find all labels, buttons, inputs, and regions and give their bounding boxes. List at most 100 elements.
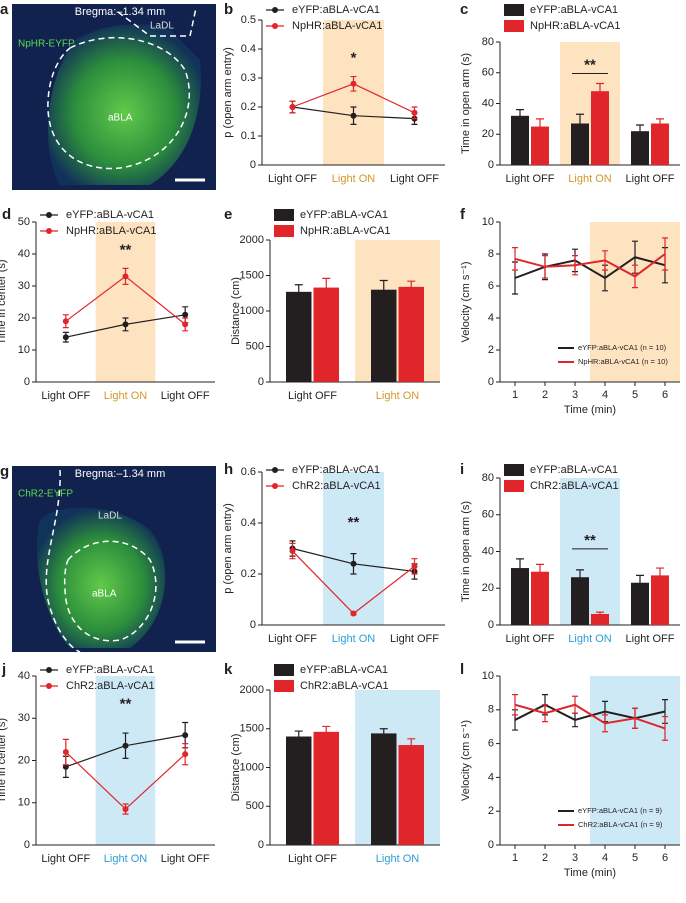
x-tick-label: 1 bbox=[512, 852, 518, 864]
image-title: Bregma:–1.34 mm bbox=[75, 6, 165, 18]
highlight-band bbox=[323, 472, 384, 625]
y-tick-label: 20 bbox=[482, 128, 494, 140]
y-tick-label: 80 bbox=[482, 472, 494, 484]
y-tick-label: 40 bbox=[482, 545, 494, 557]
point bbox=[182, 732, 189, 739]
series-line bbox=[514, 703, 666, 722]
bar bbox=[398, 745, 424, 845]
y-tick-label: 500 bbox=[246, 800, 264, 812]
error-bar bbox=[576, 113, 584, 134]
panel-label: d bbox=[2, 206, 11, 223]
panel-label: j bbox=[1, 661, 6, 678]
error-bar bbox=[379, 279, 388, 300]
legend-label: eYFP:aBLA-vCA1 (n = 9) bbox=[578, 806, 662, 815]
x-tick-label: Light ON bbox=[568, 633, 611, 645]
bar bbox=[511, 568, 529, 625]
legend-swatch bbox=[272, 23, 278, 29]
chart-h: h 0 0.2 0.4 0.6 p (open arm entry) Light OFF Li… bbox=[222, 461, 445, 645]
y-axis-label: Time in center (s) bbox=[0, 259, 8, 344]
y-tick-label: 1000 bbox=[240, 305, 264, 317]
point bbox=[122, 321, 129, 328]
outline-abla bbox=[47, 36, 190, 170]
highlight-band bbox=[560, 42, 620, 165]
error-bar bbox=[662, 237, 668, 271]
y-tick-label: 4 bbox=[488, 312, 494, 324]
legend-label: NpHR:aBLA-vCA1 bbox=[292, 20, 382, 32]
x-tick-label: 1 bbox=[512, 389, 518, 401]
y-tick-label: 60 bbox=[482, 67, 494, 79]
y-tick-label: 0 bbox=[250, 619, 256, 631]
y-tick-label: 0 bbox=[24, 376, 30, 388]
x-tick-label: Light OFF bbox=[268, 633, 317, 645]
y-tick-label: 0.2 bbox=[241, 101, 256, 113]
x-tick-label: Light OFF bbox=[506, 173, 555, 185]
region-label: LaDL bbox=[150, 21, 174, 32]
point bbox=[411, 563, 418, 570]
point bbox=[122, 273, 129, 280]
y-tick-label: 1500 bbox=[240, 723, 264, 735]
legend-swatch bbox=[504, 464, 524, 476]
y-tick-label: 10 bbox=[18, 344, 30, 356]
panel-label: k bbox=[224, 661, 233, 678]
y-tick-label: 0 bbox=[258, 839, 264, 851]
chart-j: j 0 10 20 30 40 Time in center (s) Light OFF Lig… bbox=[0, 661, 215, 865]
significance-label: * bbox=[351, 50, 357, 67]
x-tick-label: Light OFF bbox=[506, 633, 555, 645]
y-tick-label: 50 bbox=[18, 216, 30, 228]
legend-swatch bbox=[274, 209, 294, 221]
x-tick-label: 2 bbox=[542, 852, 548, 864]
y-tick-label: 0.5 bbox=[241, 14, 256, 26]
bar bbox=[571, 577, 589, 625]
y-tick-label: 20 bbox=[482, 582, 494, 594]
y-tick-label: 20 bbox=[18, 312, 30, 324]
bar bbox=[631, 582, 649, 625]
y-tick-label: 8 bbox=[488, 704, 494, 716]
x-tick-label: Light OFF bbox=[41, 390, 90, 402]
outline-ladl bbox=[117, 7, 197, 37]
bar bbox=[531, 571, 549, 625]
x-tick-label: Light OFF bbox=[268, 173, 317, 185]
bar bbox=[591, 91, 609, 165]
chart-k: k 0 500 1000 1500 2000 Distance (cm) Light OFF L… bbox=[224, 661, 440, 865]
x-tick-label: Light ON bbox=[568, 173, 611, 185]
chart-f: f 0 2 4 6 8 10 Velocity (cm s⁻¹) 1 2 3 4 5 6 Time (min… bbox=[460, 206, 680, 416]
y-tick-label: 0.4 bbox=[241, 517, 256, 529]
error-bar bbox=[379, 728, 388, 739]
error-bar bbox=[516, 558, 524, 578]
bar bbox=[531, 126, 549, 165]
significance-label: ** bbox=[348, 514, 360, 531]
x-tick-label: Light OFF bbox=[626, 173, 675, 185]
significance-label: ** bbox=[120, 695, 132, 712]
error-bar bbox=[512, 247, 518, 271]
y-tick-label: 0.1 bbox=[241, 130, 256, 142]
panel-label: h bbox=[224, 461, 233, 478]
legend-label: eYFP:aBLA-vCA1 bbox=[292, 4, 380, 16]
error-bar bbox=[322, 277, 331, 298]
y-tick-label: 30 bbox=[18, 280, 30, 292]
panel-label: e bbox=[224, 206, 232, 223]
chart-b: b 0 0.1 0.2 0.3 0.4 0.5 p (open arm entry) Light… bbox=[222, 1, 445, 185]
error-bar bbox=[596, 611, 604, 617]
y-axis-label: Time in center (s) bbox=[0, 718, 8, 803]
x-tick-label: 5 bbox=[632, 852, 638, 864]
significance-label: ** bbox=[584, 532, 596, 549]
y-axis-label: Time in open arm (s) bbox=[460, 53, 472, 154]
x-tick-label: Light OFF bbox=[288, 853, 337, 865]
point bbox=[350, 610, 357, 617]
image-title: Bregma:–1.34 mm bbox=[75, 468, 165, 480]
y-tick-label: 0.6 bbox=[241, 466, 256, 478]
legend-swatch bbox=[272, 467, 278, 473]
bar bbox=[591, 613, 609, 625]
x-tick-label: 4 bbox=[602, 389, 608, 401]
error-bar bbox=[656, 118, 664, 129]
legend-label: eYFP:aBLA-vCA1 bbox=[300, 209, 388, 221]
chart-e: e 0 500 1000 1500 2000 Distance (cm) Light OFF L… bbox=[224, 206, 440, 402]
x-tick-label: 3 bbox=[572, 389, 578, 401]
y-tick-label: 10 bbox=[18, 797, 30, 809]
error-bar bbox=[294, 730, 303, 743]
legend-swatch bbox=[272, 7, 278, 13]
y-tick-label: 40 bbox=[18, 248, 30, 260]
legend-label: eYFP:aBLA-vCA1 bbox=[292, 464, 380, 476]
point bbox=[122, 806, 129, 813]
point bbox=[122, 742, 129, 749]
